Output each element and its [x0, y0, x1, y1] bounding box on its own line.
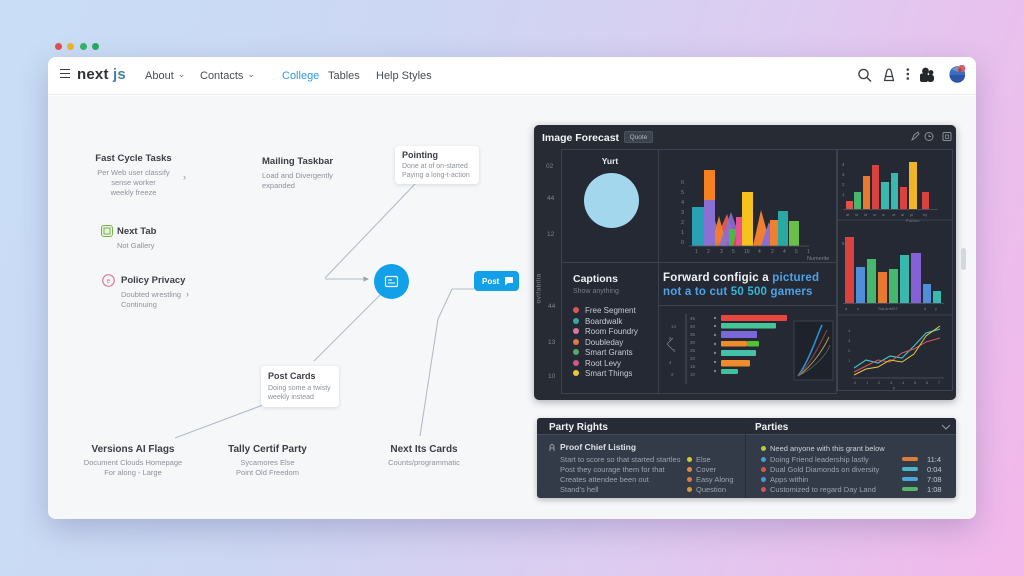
svg-text:4: 4 — [848, 328, 851, 333]
svg-text:4: 4 — [783, 249, 786, 255]
svg-text:6: 6 — [926, 380, 929, 385]
svg-text:3: 3 — [681, 210, 684, 216]
svg-text:1: 1 — [681, 230, 684, 236]
svg-text:4: 4 — [681, 200, 684, 206]
svg-text:ur: ur — [873, 212, 877, 217]
svg-text:ot: ot — [892, 212, 896, 217]
svg-text:7: 7 — [938, 380, 941, 385]
svg-text:5: 5 — [732, 249, 735, 255]
svg-text:0: 0 — [681, 240, 684, 246]
svg-text:2: 2 — [842, 182, 845, 187]
svg-text:10: 10 — [744, 249, 750, 255]
svg-text:pl: pl — [910, 212, 913, 217]
svg-text:15: 15 — [690, 364, 696, 369]
svg-text:d: d — [924, 306, 926, 311]
svg-text:4: 4 — [902, 380, 905, 385]
svg-text:4: 4 — [669, 360, 672, 365]
svg-text:40: 40 — [690, 324, 696, 329]
svg-text:4: 4 — [842, 162, 845, 167]
svg-text:6: 6 — [673, 348, 676, 353]
svg-text:10: 10 — [690, 372, 696, 377]
svg-text:3: 3 — [720, 249, 723, 255]
svg-text:1: 1 — [848, 358, 851, 363]
svg-text:8: 8 — [669, 336, 672, 341]
svg-text:s: s — [857, 306, 859, 311]
svg-text:Numerite: Numerite — [807, 256, 829, 262]
svg-text:y: y — [935, 306, 937, 311]
svg-text:2: 2 — [848, 348, 851, 353]
svg-text:35: 35 — [690, 332, 696, 337]
svg-text:2: 2 — [878, 380, 881, 385]
svg-text:at: at — [846, 212, 850, 217]
svg-text:6: 6 — [681, 180, 684, 186]
svg-text:0: 0 — [854, 380, 857, 385]
svg-text:SaLanMST: SaLanMST — [878, 306, 899, 311]
svg-text:2: 2 — [681, 220, 684, 226]
svg-text:1: 1 — [866, 380, 869, 385]
svg-text:a: a — [845, 306, 848, 311]
svg-text:5: 5 — [914, 380, 917, 385]
svg-text:3: 3 — [848, 338, 851, 343]
svg-text:3: 3 — [890, 380, 893, 385]
svg-text:25: 25 — [690, 348, 696, 353]
svg-text:hy: hy — [923, 212, 927, 217]
svg-text:2: 2 — [671, 372, 674, 377]
svg-text:1: 1 — [807, 249, 810, 255]
svg-text:ld: ld — [864, 212, 867, 217]
svg-text:2: 2 — [771, 249, 774, 255]
svg-text:p: p — [893, 385, 896, 390]
svg-text:2: 2 — [707, 249, 710, 255]
svg-text:20: 20 — [690, 356, 696, 361]
svg-text:4: 4 — [758, 249, 761, 255]
svg-text:45: 45 — [690, 316, 696, 321]
svg-text:st: st — [855, 212, 859, 217]
svg-text:al: al — [901, 212, 904, 217]
svg-text:5: 5 — [681, 190, 684, 196]
svg-text:5: 5 — [842, 241, 845, 246]
svg-text:14: 14 — [671, 324, 677, 329]
svg-text:1: 1 — [695, 249, 698, 255]
svg-text:3: 3 — [842, 172, 845, 177]
svg-text:w: w — [882, 212, 885, 217]
svg-text:1: 1 — [842, 192, 845, 197]
svg-text:e: e — [107, 278, 111, 285]
svg-text:30: 30 — [690, 340, 696, 345]
svg-text:5: 5 — [795, 249, 798, 255]
